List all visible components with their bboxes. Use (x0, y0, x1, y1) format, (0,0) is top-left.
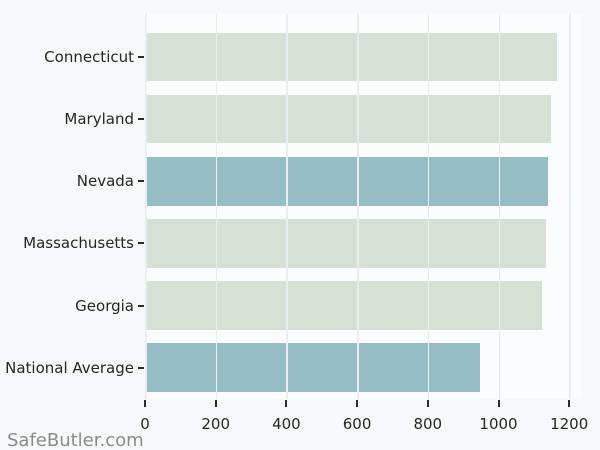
ytick-label-maryland: Maryland (64, 110, 134, 129)
xtick-label-200: 200 (201, 415, 230, 433)
ytick-mark-maryland (138, 118, 144, 121)
ytick-mark-massachusetts (138, 242, 144, 245)
ytick-label-georgia: Georgia (75, 296, 134, 315)
xtick-label-400: 400 (272, 415, 301, 433)
bar-connecticut (145, 32, 558, 82)
xtick-label-800: 800 (413, 415, 443, 433)
bar-national-average (145, 343, 481, 393)
watermark-text: SafeButler.com (7, 430, 144, 450)
gridline-1200 (569, 14, 571, 399)
xtick-mark-600 (356, 400, 359, 407)
xtick-label-1200: 1200 (550, 415, 589, 433)
xtick-mark-400 (285, 400, 288, 407)
xtick-mark-800 (426, 400, 429, 407)
bar-massachusetts (145, 219, 547, 268)
gridline-400 (286, 14, 288, 399)
ytick-mark-connecticut (138, 55, 144, 58)
xtick-mark-0 (144, 400, 146, 407)
plot-area (145, 14, 582, 399)
xtick-mark-1000 (497, 400, 500, 407)
xtick-mark-1200 (568, 400, 571, 407)
bar-georgia (145, 281, 543, 330)
ytick-label-nevada: Nevada (76, 172, 134, 191)
bar-maryland (145, 94, 552, 144)
xtick-label-0: 0 (140, 415, 150, 433)
ytick-mark-national-average (138, 366, 144, 369)
xtick-label-1000: 1000 (479, 415, 518, 433)
ytick-label-national-average: National Average (5, 358, 134, 377)
ytick-mark-georgia (138, 304, 144, 307)
ytick-label-connecticut: Connecticut (44, 47, 134, 66)
xtick-mark-200 (214, 400, 217, 407)
gridline-800 (427, 14, 430, 399)
ytick-label-massachusetts: Massachusetts (23, 234, 134, 253)
xtick-label-600: 600 (342, 415, 372, 433)
gridline-200 (215, 14, 218, 399)
bar-nevada (145, 156, 548, 206)
gridline-0 (145, 14, 147, 399)
gridline-600 (357, 14, 359, 399)
ytick-mark-nevada (138, 180, 144, 183)
gridline-1000 (498, 14, 500, 399)
